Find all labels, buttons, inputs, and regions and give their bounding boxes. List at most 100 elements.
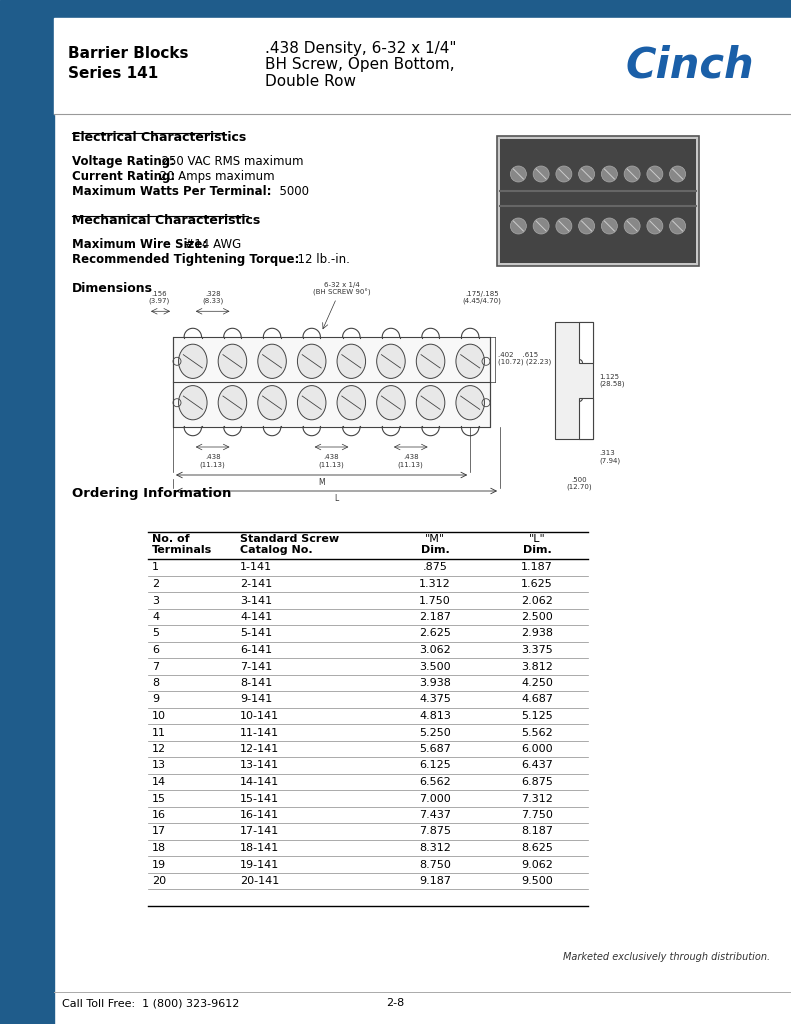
Text: No. of: No. of — [152, 534, 190, 544]
Text: 7.875: 7.875 — [419, 826, 451, 837]
Text: 17-141: 17-141 — [240, 826, 279, 837]
Ellipse shape — [258, 344, 286, 379]
Text: 3.812: 3.812 — [521, 662, 553, 672]
Text: 5.250: 5.250 — [419, 727, 451, 737]
Ellipse shape — [179, 344, 207, 379]
Circle shape — [601, 166, 617, 182]
Text: 9.500: 9.500 — [521, 876, 553, 886]
Text: Maximum Wire Size:: Maximum Wire Size: — [72, 238, 207, 251]
Text: 9-141: 9-141 — [240, 694, 272, 705]
Text: 4: 4 — [152, 612, 159, 622]
Text: Double Row: Double Row — [265, 75, 356, 89]
Text: 2.500: 2.500 — [521, 612, 553, 622]
Text: 14: 14 — [152, 777, 166, 787]
Bar — [579, 322, 593, 362]
Text: .156
(3.97): .156 (3.97) — [149, 291, 169, 304]
Text: 4-141: 4-141 — [240, 612, 272, 622]
Ellipse shape — [337, 344, 365, 379]
Text: 17: 17 — [152, 826, 166, 837]
Text: .402    .615
(10.72) (22.23): .402 .615 (10.72) (22.23) — [498, 351, 551, 365]
Text: 5.562: 5.562 — [521, 727, 553, 737]
Text: Terminals: Terminals — [152, 545, 212, 555]
Text: 5.125: 5.125 — [521, 711, 553, 721]
Text: 2.625: 2.625 — [419, 629, 451, 639]
Text: 11: 11 — [152, 727, 166, 737]
Text: 10: 10 — [152, 711, 166, 721]
Text: 2.938: 2.938 — [521, 629, 553, 639]
Text: Electrical Characteristics: Electrical Characteristics — [72, 131, 246, 144]
Text: 7-141: 7-141 — [240, 662, 272, 672]
Circle shape — [624, 218, 640, 234]
Text: 18: 18 — [152, 843, 166, 853]
Circle shape — [670, 166, 686, 182]
Text: Dim.: Dim. — [523, 545, 551, 555]
Text: 6.562: 6.562 — [419, 777, 451, 787]
Text: .175/.185
(4.45/4.70): .175/.185 (4.45/4.70) — [463, 291, 501, 304]
Text: 9: 9 — [152, 694, 159, 705]
Text: 12-141: 12-141 — [240, 744, 279, 754]
Text: 18-141: 18-141 — [240, 843, 279, 853]
Text: 11-141: 11-141 — [240, 727, 279, 737]
Text: 12: 12 — [152, 744, 166, 754]
Text: Mechanical Characteristics: Mechanical Characteristics — [72, 214, 260, 227]
Circle shape — [647, 166, 663, 182]
Text: 20: 20 — [152, 876, 166, 886]
Text: 3-141: 3-141 — [240, 596, 272, 605]
Bar — [555, 322, 593, 439]
Text: 8.187: 8.187 — [521, 826, 553, 837]
Bar — [0, 0, 54, 1024]
Text: 5-141: 5-141 — [240, 629, 272, 639]
Text: 5000: 5000 — [272, 185, 309, 198]
Text: Cinch: Cinch — [626, 44, 755, 86]
Text: 14-141: 14-141 — [240, 777, 279, 787]
Text: Voltage Rating:: Voltage Rating: — [72, 155, 175, 168]
Bar — [173, 337, 490, 427]
Text: "L": "L" — [528, 534, 545, 544]
Text: #14 AWG: #14 AWG — [177, 238, 241, 251]
Ellipse shape — [179, 386, 207, 420]
Text: Recommended Tightening Torque:: Recommended Tightening Torque: — [72, 253, 299, 266]
Text: Standard Screw: Standard Screw — [240, 534, 339, 544]
Ellipse shape — [218, 386, 247, 420]
Text: 7.000: 7.000 — [419, 794, 451, 804]
Text: 6.125: 6.125 — [419, 761, 451, 770]
Circle shape — [533, 166, 549, 182]
Ellipse shape — [297, 386, 326, 420]
Text: Dimensions: Dimensions — [72, 282, 153, 295]
Text: .500
(12.70): .500 (12.70) — [566, 477, 592, 490]
Text: 5: 5 — [152, 629, 159, 639]
Text: 6.437: 6.437 — [521, 761, 553, 770]
Circle shape — [579, 218, 595, 234]
Text: 2.062: 2.062 — [521, 596, 553, 605]
Text: 1.750: 1.750 — [419, 596, 451, 605]
Text: 3.062: 3.062 — [419, 645, 451, 655]
Ellipse shape — [377, 344, 405, 379]
Text: .438
(11.13): .438 (11.13) — [200, 454, 225, 468]
Text: 6-32 x 1/4
(BH SCREW 90°): 6-32 x 1/4 (BH SCREW 90°) — [312, 282, 370, 296]
Text: 3: 3 — [152, 596, 159, 605]
Text: 250 VAC RMS maximum: 250 VAC RMS maximum — [154, 155, 304, 168]
Text: 13: 13 — [152, 761, 166, 770]
Circle shape — [624, 166, 640, 182]
Text: 15: 15 — [152, 794, 166, 804]
Text: 19: 19 — [152, 859, 166, 869]
Text: 13-141: 13-141 — [240, 761, 279, 770]
Text: 8.312: 8.312 — [419, 843, 451, 853]
Text: 7.437: 7.437 — [419, 810, 451, 820]
Text: 1.187: 1.187 — [521, 562, 553, 572]
Text: Maximum Watts Per Terminal:: Maximum Watts Per Terminal: — [72, 185, 271, 198]
Text: Ordering Information: Ordering Information — [72, 487, 232, 500]
Text: Series 141: Series 141 — [68, 67, 158, 82]
Text: BH Screw, Open Bottom,: BH Screw, Open Bottom, — [265, 57, 455, 73]
Text: .438 Density, 6-32 x 1/4": .438 Density, 6-32 x 1/4" — [265, 41, 456, 55]
Text: 6-141: 6-141 — [240, 645, 272, 655]
Ellipse shape — [416, 386, 445, 420]
Text: 6.000: 6.000 — [521, 744, 553, 754]
Text: 6.875: 6.875 — [521, 777, 553, 787]
Bar — [497, 136, 699, 266]
Circle shape — [510, 218, 526, 234]
Circle shape — [601, 218, 617, 234]
Ellipse shape — [456, 344, 484, 379]
Text: 7.750: 7.750 — [521, 810, 553, 820]
Ellipse shape — [456, 386, 484, 420]
